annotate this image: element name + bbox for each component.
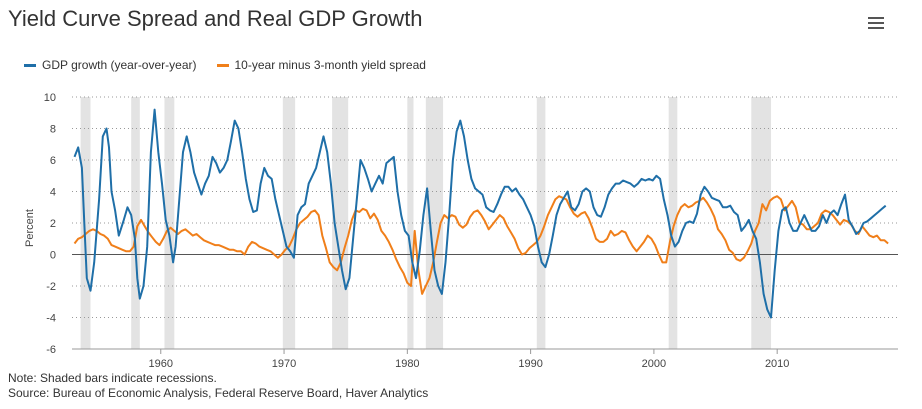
x-tick-label-1970: 1970 [272, 358, 296, 370]
legend: GDP growth (year-over-year) 10-year minu… [24, 58, 426, 72]
hamburger-menu-icon[interactable] [864, 14, 888, 36]
note-source: Source: Bureau of Economic Analysis, Fed… [8, 386, 429, 400]
line-chart: -6 -4 -2 0 2 4 6 8 10 1960 1970 1980 1990 2000 2010 Pe… [24, 92, 898, 370]
series-line-gdp [73, 108, 887, 319]
recession-bar-2 [164, 97, 175, 349]
y-tick-label-2: 2 [50, 218, 56, 230]
note-recessions: Note: Shaded bars indicate recessions. [8, 371, 217, 385]
y-tick-label--4: -4 [46, 313, 56, 325]
legend-item-spread[interactable]: 10-year minus 3-month yield spread [216, 58, 426, 72]
recession-bar-7 [536, 97, 546, 349]
axes: -6 -4 -2 0 2 4 6 8 10 1960 1970 1980 1990 2000 2010 [44, 92, 898, 370]
y-tick-label-6: 6 [50, 155, 56, 167]
y-tick-label-10: 10 [44, 92, 56, 104]
y-axis-label: Percent [24, 209, 36, 247]
x-tick-label-2000: 2000 [642, 358, 666, 370]
y-tick-label-0: 0 [50, 250, 56, 262]
legend-swatch-spread [216, 63, 229, 67]
series-lines [73, 108, 889, 319]
y-tick-label--2: -2 [46, 281, 56, 293]
series-line-spread [73, 195, 889, 295]
chart-title: Yield Curve Spread and Real GDP Growth [8, 6, 423, 31]
x-tick-label-2010: 2010 [765, 358, 789, 370]
legend-swatch-gdp [24, 63, 36, 67]
legend-label-gdp: GDP growth (year-over-year) [42, 58, 197, 72]
x-tick-label-1960: 1960 [149, 358, 173, 370]
x-tick-label-1980: 1980 [395, 358, 419, 370]
recession-bar-0 [80, 97, 91, 349]
x-tick-label-1990: 1990 [518, 358, 542, 370]
legend-item-gdp[interactable]: GDP growth (year-over-year) [24, 58, 197, 72]
legend-label-spread: 10-year minus 3-month yield spread [234, 58, 426, 72]
y-tick-label-8: 8 [50, 124, 56, 136]
y-tick-label-4: 4 [50, 187, 56, 199]
y-tick-label--6: -6 [46, 344, 56, 356]
recession-bar-1 [131, 97, 140, 349]
recession-bar-5 [407, 97, 414, 349]
recession-bar-8 [668, 97, 678, 349]
